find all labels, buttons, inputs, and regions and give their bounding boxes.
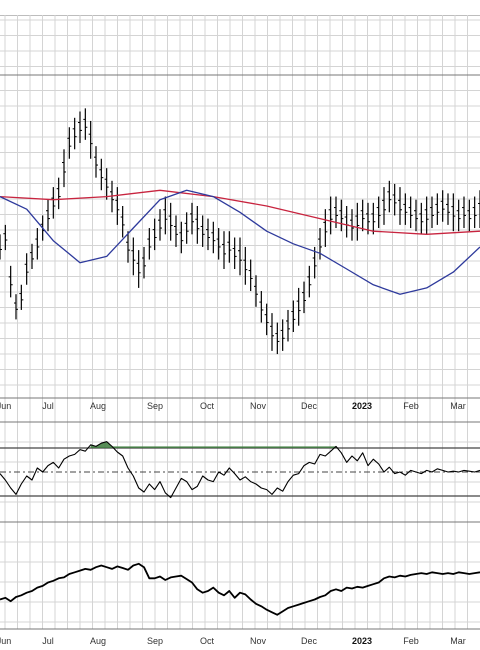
overbought-fill	[90, 441, 337, 448]
price-pane-border	[0, 74, 480, 399]
x-tick-label: 2023	[352, 636, 372, 646]
x-tick-label: Mar	[450, 636, 466, 646]
x-tick-label: Aug	[90, 636, 106, 646]
x-tick-label: Feb	[403, 401, 419, 411]
series-layer	[0, 108, 480, 616]
x-tick-label: Mar	[450, 401, 466, 411]
gridlines	[0, 15, 480, 629]
x-tick-label: Nov	[250, 401, 267, 411]
x-tick-label: Jul	[42, 401, 54, 411]
x-tick-label: Nov	[250, 636, 267, 646]
x-tick-label: Oct	[200, 401, 215, 411]
x-tick-label: 2023	[352, 401, 372, 411]
x-tick-label: Dec	[301, 636, 318, 646]
x-tick-label: Dec	[301, 401, 318, 411]
pane-borders	[0, 74, 480, 630]
chart-header-bar	[0, 0, 480, 16]
x-tick-label: Sep	[147, 401, 163, 411]
rs-pane-border	[0, 521, 480, 630]
x-tick-label: Sep	[147, 636, 163, 646]
ma-long	[0, 189, 480, 235]
oscillator-line	[0, 441, 480, 499]
x-tick-label: Oct	[200, 636, 215, 646]
x-tick-label: Aug	[90, 401, 106, 411]
ma-short	[0, 189, 480, 295]
x-tick-label: Feb	[403, 636, 419, 646]
x-axis-labels-bottom: Jun Jul Aug Sep Oct Nov Dec 2023 Feb Mar	[0, 636, 466, 646]
x-axis-labels-top: Jun Jul Aug Sep Oct Nov Dec 2023 Feb Mar	[0, 401, 466, 411]
x-tick-label: Jun	[0, 636, 11, 646]
x-tick-label: Jun	[0, 401, 11, 411]
rs-line	[0, 562, 480, 616]
x-tick-label: Jul	[42, 636, 54, 646]
